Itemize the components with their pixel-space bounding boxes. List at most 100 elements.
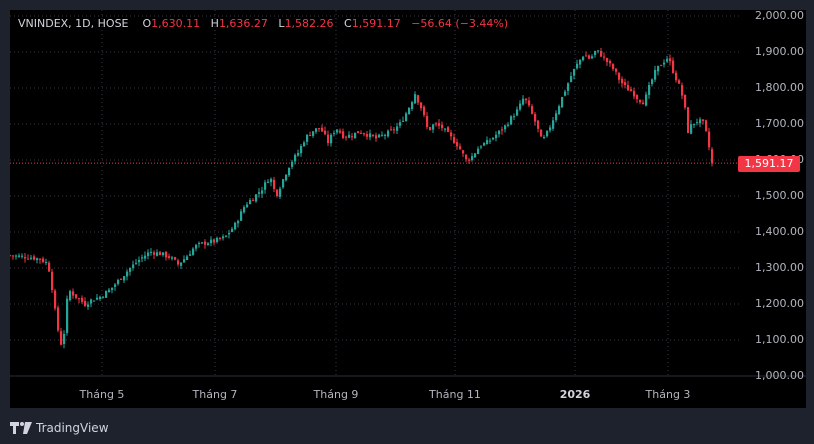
candle-up	[210, 239, 213, 244]
candle-up	[96, 297, 99, 300]
candle-up	[270, 178, 273, 183]
tradingview-attribution[interactable]: TradingView	[10, 418, 109, 438]
candle-down	[585, 55, 588, 57]
candle-down	[453, 137, 456, 144]
candle-down	[360, 132, 363, 134]
candle-up	[45, 261, 48, 263]
candle-down	[60, 331, 63, 345]
candle-up	[123, 276, 126, 281]
x-tick-label: Tháng 5	[79, 388, 125, 401]
candle-up	[162, 252, 165, 256]
candle-down	[606, 58, 609, 62]
candle-up	[156, 252, 159, 256]
candle-up	[111, 287, 114, 290]
candle-up	[411, 102, 414, 109]
chart-plot-area[interactable]	[10, 10, 806, 408]
candle-up	[516, 109, 519, 116]
candle-down	[273, 179, 276, 189]
candle-down	[10, 255, 12, 257]
candle-up	[480, 146, 483, 148]
candle-up	[225, 235, 228, 237]
candle-down	[672, 60, 675, 73]
candle-down	[459, 146, 462, 150]
candle-up	[201, 242, 204, 244]
candle-up	[228, 232, 231, 235]
candle-up	[546, 130, 549, 137]
candle-up	[198, 243, 201, 245]
candle-down	[168, 256, 171, 258]
candle-up	[117, 279, 120, 285]
candle-up	[138, 259, 141, 263]
candle-up	[510, 116, 513, 125]
candle-down	[501, 129, 504, 131]
candle-up	[432, 124, 435, 130]
candle-down	[321, 127, 324, 132]
candle-up	[288, 167, 291, 176]
candle-up	[483, 143, 486, 146]
candle-up	[129, 267, 132, 272]
legend-open-label: O	[142, 17, 152, 30]
candle-up	[471, 156, 474, 161]
candle-down	[42, 258, 45, 263]
candle-down	[615, 68, 618, 72]
candle-up	[558, 106, 561, 115]
candle-down	[525, 98, 528, 101]
candle-down	[78, 298, 81, 300]
candle-up	[180, 262, 183, 266]
legend-symbol: VNINDEX, 1D, HOSE	[18, 17, 129, 30]
tradingview-logo-icon	[10, 422, 32, 434]
candle-up	[285, 174, 288, 181]
candle-up	[171, 257, 174, 259]
candle-down	[603, 56, 606, 58]
tradingview-brand: TradingView	[36, 421, 109, 435]
y-tick-label: 2,000.00	[755, 9, 804, 22]
candle-up	[594, 50, 597, 56]
candle-up	[87, 304, 90, 307]
candle-up	[126, 271, 129, 277]
candle-down	[465, 154, 468, 160]
candle-down	[660, 65, 663, 67]
candle-up	[543, 136, 546, 138]
candle-down	[684, 94, 687, 108]
candle-down	[51, 271, 54, 291]
candle-up	[663, 62, 666, 65]
candle-up	[408, 107, 411, 115]
candle-down	[420, 102, 423, 109]
candle-down	[636, 95, 639, 100]
candle-down	[12, 255, 15, 257]
candle-down	[468, 159, 471, 161]
candle-up	[255, 194, 258, 202]
candle-up	[354, 132, 357, 139]
candle-up	[486, 140, 489, 145]
candle-up	[15, 255, 18, 257]
candle-down	[621, 78, 624, 84]
candle-up	[699, 119, 702, 124]
candle-up	[105, 291, 108, 298]
candle-down	[153, 252, 156, 255]
candle-up	[489, 140, 492, 142]
candle-up	[414, 94, 417, 104]
candle-up	[348, 134, 351, 138]
candle-up	[690, 124, 693, 134]
candle-down	[630, 89, 633, 92]
candle-up	[300, 146, 303, 154]
candle-up	[378, 134, 381, 138]
candle-up	[657, 65, 660, 72]
y-tick-label: 1,800.00	[755, 81, 804, 94]
candle-down	[48, 262, 51, 272]
legend-close-value: 1,591.17	[351, 17, 401, 30]
candle-up	[90, 299, 93, 304]
candle-up	[477, 148, 480, 155]
candle-down	[708, 131, 711, 148]
candle-down	[429, 126, 432, 131]
candle-up	[261, 190, 264, 194]
candle-down	[462, 150, 465, 154]
candle-up	[555, 113, 558, 121]
legend-high-label: H	[210, 17, 219, 30]
legend-low-value: 1,582.26	[284, 17, 334, 30]
candle-up	[216, 237, 219, 242]
candle-down	[528, 100, 531, 106]
candle-down	[84, 301, 87, 306]
candlestick-chart[interactable]	[10, 10, 806, 408]
candle-down	[327, 134, 330, 144]
